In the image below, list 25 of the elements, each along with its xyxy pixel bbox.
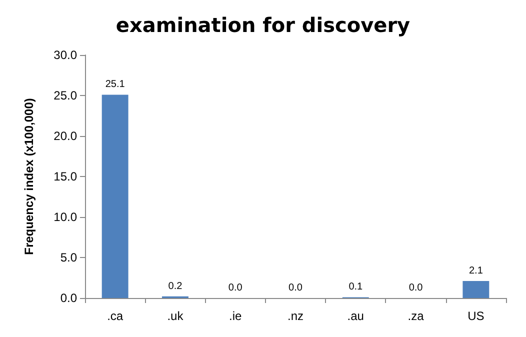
y-tick-label: 10.0 — [54, 210, 78, 224]
y-tick-label: 30.0 — [54, 48, 78, 62]
x-tick-label: .uk — [167, 309, 184, 323]
x-tick-label: .nz — [287, 309, 304, 323]
y-tick-label: 25.0 — [54, 88, 78, 102]
data-label: 0.1 — [348, 282, 364, 293]
data-label: 0.0 — [288, 282, 303, 294]
x-tick-label: .au — [347, 309, 364, 323]
data-label: 25.1 — [105, 79, 126, 90]
bar — [102, 94, 128, 298]
y-tick-label: 20.0 — [54, 129, 78, 143]
y-tick-label: 0.0 — [60, 291, 78, 305]
data-label: 0.2 — [168, 280, 183, 292]
y-tick-label: 15.0 — [54, 170, 78, 184]
data-label: 2.1 — [468, 265, 484, 276]
data-label: 0.0 — [228, 282, 243, 294]
y-axis-title: Frequency index (x100,000) — [22, 98, 36, 255]
x-tick-label: .ie — [229, 309, 242, 323]
chart-title: examination for discovery — [116, 13, 410, 37]
x-tick-label: US — [468, 309, 484, 323]
x-tick-label: .za — [408, 309, 424, 323]
x-tick-label: .ca — [107, 309, 124, 323]
bar — [462, 280, 490, 298]
data-label: 0.0 — [408, 282, 424, 294]
y-tick-label: 5.0 — [60, 250, 78, 264]
